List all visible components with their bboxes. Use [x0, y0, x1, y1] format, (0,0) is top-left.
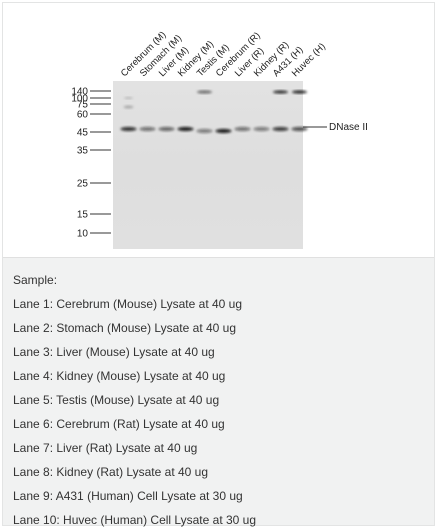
- band-45kda: [120, 127, 137, 131]
- marker-label: 140: [71, 87, 88, 98]
- marker-label: 35: [77, 146, 89, 157]
- sample-caption: Sample: Lane 1: Cerebrum (Mouse) Lysate …: [13, 268, 428, 532]
- band-45kda: [139, 127, 156, 131]
- figure-card: Cerebrum (M) Stomach (M) Liver (M) Kidney (…: [2, 2, 435, 527]
- caption-lane-4: Lane 4: Kidney (Mouse) Lysate at 40 ug: [13, 369, 226, 383]
- band-45kda: [291, 127, 308, 131]
- western-blot-figure: Cerebrum (M) Stomach (M) Liver (M) Kidney (…: [3, 3, 434, 258]
- caption-lane-10: Lane 10: Huvec (Human) Cell Lysate at 30…: [13, 513, 257, 527]
- caption-lane-5: Lane 5: Testis (Mouse) Lysate at 40 ug: [13, 393, 220, 407]
- band-high-mw: [292, 90, 307, 94]
- marker-label: 15: [77, 210, 89, 221]
- caption-lane-9: Lane 9: A431 (Human) Cell Lysate at 30 u…: [13, 489, 243, 503]
- caption-lane-3: Lane 3: Liver (Mouse) Lysate at 40 ug: [13, 345, 215, 359]
- caption-lane-7: Lane 7: Liver (Rat) Lysate at 40 ug: [13, 441, 198, 455]
- caption-lane-2: Lane 2: Stomach (Mouse) Lysate at 40 ug: [13, 321, 237, 335]
- caption-lane-6: Lane 6: Cerebrum (Rat) Lysate at 40 ug: [13, 417, 225, 431]
- band-high-mw: [273, 90, 288, 94]
- band-45kda: [253, 127, 270, 131]
- lane-labels: Cerebrum (M)Stomach (M)Liver (M)Kidney (…: [119, 30, 328, 80]
- band-45kda: [177, 127, 194, 131]
- background-smear: [124, 97, 133, 99]
- marker-label: 25: [77, 179, 89, 190]
- band-45kda: [234, 127, 251, 131]
- band-45kda: [272, 127, 289, 131]
- band-45kda: [196, 129, 213, 133]
- caption-lane-8: Lane 8: Kidney (Rat) Lysate at 40 ug: [13, 465, 209, 479]
- marker-label: 75: [77, 100, 89, 111]
- blot-membrane: [113, 81, 303, 249]
- band-high-mw: [197, 90, 212, 94]
- protein-label: DNase II: [329, 122, 368, 133]
- western-blot-image: Cerebrum (M)Stomach (M)Liver (M)Kidney (…: [71, 30, 368, 249]
- marker-label: 60: [77, 110, 89, 121]
- marker-label: 10: [77, 229, 89, 240]
- marker-label: 100: [71, 94, 88, 105]
- caption-lane-1: Lane 1: Cerebrum (Mouse) Lysate at 40 ug: [13, 297, 243, 311]
- caption-heading: Sample:: [13, 273, 58, 287]
- band-45kda: [158, 127, 175, 131]
- background-smear: [123, 105, 134, 109]
- band-45kda: [215, 129, 232, 133]
- marker-label: 45: [77, 128, 89, 139]
- band-layer: [120, 90, 308, 133]
